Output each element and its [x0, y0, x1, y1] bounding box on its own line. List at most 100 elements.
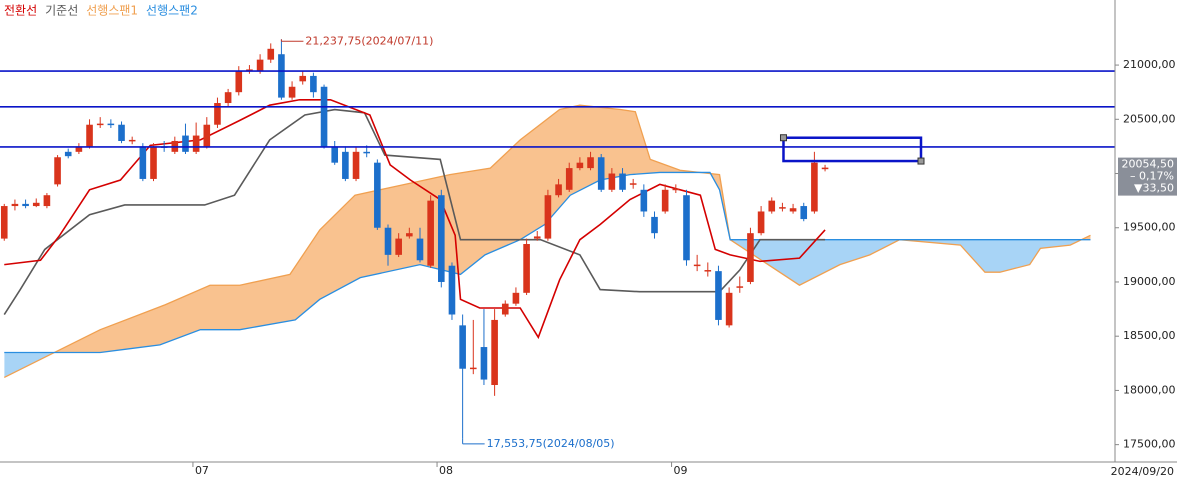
y-tick-label: 19000,00 — [1123, 275, 1176, 288]
annotation: 21,237,75(2024/07/11) — [305, 34, 433, 47]
candle-body — [693, 264, 701, 267]
indicator-line — [4, 171, 1091, 354]
price-tag-label: 20054,50 — [1122, 158, 1175, 171]
plot-area — [0, 39, 1115, 445]
x-tick-label: 08 — [439, 464, 453, 477]
candle-body — [448, 265, 456, 315]
candle-body — [438, 195, 445, 282]
box-handle — [917, 157, 925, 165]
candle-body — [267, 48, 275, 60]
price-tag-diff: ▼33,50 — [1134, 182, 1174, 195]
candle-body — [821, 167, 829, 170]
legend-entry: 선행스팬2 — [146, 3, 198, 18]
x-tick-label: 07 — [195, 464, 209, 477]
last-date-label: 2024/09/20 — [1111, 465, 1174, 478]
candle-body — [64, 151, 72, 157]
legend-entry: 기준선 — [45, 4, 78, 18]
candle-body — [22, 203, 29, 207]
candle-body — [224, 92, 232, 104]
candle-body — [11, 203, 19, 207]
candle-body — [555, 184, 562, 196]
candle-body — [715, 271, 722, 320]
candle-body — [501, 303, 509, 315]
candle-body — [86, 124, 93, 147]
candle-body — [587, 157, 594, 169]
y-tick-label: 21000,00 — [1123, 58, 1176, 71]
candle-body — [203, 124, 211, 147]
y-tick-label: 18000,00 — [1123, 383, 1176, 396]
candle-body — [150, 146, 157, 179]
candle-body — [459, 325, 466, 369]
candle-body — [544, 195, 552, 239]
legend-entry: 전환선 — [4, 4, 37, 18]
candle-body — [704, 270, 712, 272]
price-tag-change: – 0,17% — [1130, 170, 1174, 183]
candle-body — [491, 319, 498, 385]
box-handle — [779, 134, 787, 142]
candle-body — [469, 367, 477, 370]
candle-body — [736, 286, 744, 288]
candle-body — [640, 189, 648, 212]
candle-body — [406, 233, 413, 237]
y-tick-label: 17500,00 — [1123, 438, 1176, 451]
y-tick-label: 20500,00 — [1123, 112, 1176, 125]
cloud-up — [4, 105, 1091, 353]
candle-body — [608, 173, 616, 190]
indicator-line — [3, 104, 1091, 378]
candle-body — [192, 135, 200, 152]
legend-entry: 선행스팬1 — [86, 3, 138, 18]
candle-body — [811, 162, 818, 212]
candle-body — [288, 86, 296, 98]
candle-body — [651, 216, 658, 234]
legend: 전환선 기준선 선행스팬1 선행스팬2 — [4, 3, 198, 18]
indicator-line — [3, 108, 826, 315]
candle-body — [0, 206, 8, 239]
candle-body — [139, 146, 147, 179]
candle-body — [128, 139, 136, 142]
candle-body — [427, 200, 434, 266]
candle-body — [214, 103, 221, 125]
candle-body — [235, 70, 243, 93]
candle-body — [54, 157, 61, 185]
candle-body — [683, 195, 690, 261]
candle-body — [320, 86, 328, 147]
candle-body — [96, 123, 104, 126]
candle-body — [256, 59, 264, 71]
drawn-box — [782, 136, 923, 163]
candle-body — [757, 211, 765, 234]
candle-body — [75, 146, 83, 152]
candle-body — [182, 135, 189, 152]
candle-body — [43, 195, 51, 207]
candle-body — [278, 54, 285, 98]
candle-body — [789, 208, 797, 212]
candle-body — [299, 75, 307, 82]
candle-body — [747, 233, 754, 282]
candle-body — [310, 75, 317, 93]
candle-body — [395, 238, 402, 255]
candle-body — [363, 151, 370, 154]
candle-body — [800, 206, 808, 220]
candle-body — [619, 173, 626, 190]
candle-body — [331, 146, 339, 163]
candle-body — [661, 189, 669, 212]
candle-body — [597, 157, 605, 190]
candle-body — [342, 151, 349, 179]
candle-body — [629, 183, 637, 185]
candle-body — [32, 202, 40, 207]
candle-body — [779, 207, 786, 209]
candle-body — [565, 168, 573, 190]
annotation: 17,553,75(2024/08/05) — [487, 437, 615, 450]
y-tick-label: 19500,00 — [1123, 221, 1176, 234]
candle-body — [374, 162, 381, 228]
candle-body — [512, 292, 520, 304]
candle-body — [118, 124, 125, 141]
candle-body — [576, 162, 584, 169]
candle-body — [480, 347, 488, 380]
candle-body — [725, 292, 733, 326]
candle-body — [523, 244, 530, 293]
candle-body — [533, 236, 541, 239]
price-tag — [1118, 157, 1177, 196]
indicator-line — [4, 98, 826, 340]
candle-body — [416, 238, 424, 261]
